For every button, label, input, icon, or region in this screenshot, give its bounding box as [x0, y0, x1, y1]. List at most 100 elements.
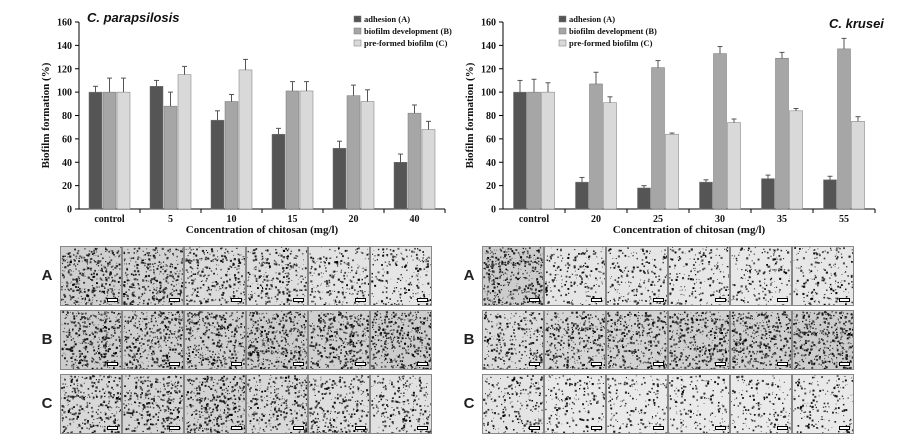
scale-bar — [169, 362, 180, 366]
micrograph-image — [730, 246, 792, 306]
micrograph-image — [184, 374, 246, 434]
y-tick-label: 160 — [57, 18, 72, 29]
legend-label: adhesion (A) — [364, 14, 410, 24]
scale-bar — [231, 298, 242, 302]
row-label: A — [41, 267, 53, 284]
scale-bar — [839, 362, 850, 366]
micrograph-image — [606, 246, 668, 306]
y-tick-label: 20 — [486, 181, 496, 192]
chart-svg-right: 0 20 40 60 80 100 120 140 160 control 20 25 30 35 55 Co… — [464, 14, 884, 236]
bar-biofilm — [837, 48, 851, 210]
y-tick-label: 60 — [62, 134, 72, 145]
scale-bar — [715, 426, 726, 430]
scale-bar — [591, 426, 602, 430]
bar-pre-formed — [299, 90, 314, 210]
chart-svg-left: 0 20 40 60 80 100 120 140 160 control 5 10 15 20 40 Con… — [40, 10, 452, 236]
bar-adhesion — [761, 178, 775, 210]
scale-bar — [231, 426, 242, 430]
micrograph-image — [370, 374, 432, 434]
y-tick-label: 40 — [62, 158, 72, 169]
scale-bar — [355, 426, 366, 430]
bar-adhesion — [575, 181, 589, 210]
micrograph-row-C: C — [464, 374, 854, 434]
x-tick-label: 30 — [715, 214, 725, 225]
x-tick-label: 10 — [227, 214, 237, 225]
micrograph-image — [544, 246, 606, 306]
x-tick-label: 5 — [168, 214, 173, 225]
micrograph-row-A: A — [464, 246, 854, 306]
micrograph-image — [308, 310, 370, 370]
y-tick-label: 0 — [491, 205, 496, 216]
micrograph-image — [60, 310, 122, 370]
scale-bar — [231, 362, 242, 366]
bar-biofilm — [346, 95, 361, 210]
bar-pre-formed — [603, 102, 617, 210]
micrograph-image — [308, 374, 370, 434]
micrograph-image — [184, 246, 246, 306]
legend-swatch — [558, 39, 567, 47]
micrograph-image — [122, 246, 184, 306]
scale-bar — [417, 362, 428, 366]
x-tick-label: control — [94, 214, 125, 225]
bar-adhesion — [637, 187, 651, 210]
bar-adhesion — [393, 162, 408, 210]
bar-pre-formed — [789, 110, 803, 210]
bar-biofilm — [163, 105, 178, 210]
micrograph-image — [122, 310, 184, 370]
micrograph-image — [482, 310, 544, 370]
x-axis-label: Concentration of chitosan (mg/l) — [613, 224, 766, 236]
legend-swatch — [558, 27, 567, 35]
micrograph-image — [246, 246, 308, 306]
scale-bar — [777, 426, 788, 430]
micrograph-image — [668, 246, 730, 306]
micrograph-image — [606, 310, 668, 370]
scale-bar — [715, 362, 726, 366]
legend-swatch — [353, 27, 362, 35]
micrograph-image — [730, 374, 792, 434]
bar-adhesion — [513, 91, 527, 210]
legend-swatch — [353, 39, 362, 47]
bar-biofilm — [651, 67, 665, 210]
bar-pre-formed — [665, 133, 679, 210]
chart-title: C. parapsilosis — [87, 10, 179, 25]
bar-adhesion — [210, 119, 225, 210]
scale-bar — [169, 298, 180, 302]
x-tick-label: 20 — [349, 214, 359, 225]
legend-label: adhesion (A) — [569, 14, 615, 24]
bar-pre-formed — [360, 101, 375, 210]
micrograph-image — [606, 374, 668, 434]
micrograph-row-C: C — [42, 374, 432, 434]
micrograph-image — [60, 374, 122, 434]
y-tick-label: 140 — [481, 41, 496, 52]
y-tick-label: 80 — [486, 111, 496, 122]
scale-bar — [591, 362, 602, 366]
micrograph-image — [246, 310, 308, 370]
scale-bar — [107, 362, 118, 366]
scale-bar — [653, 362, 664, 366]
scale-bar — [653, 426, 664, 430]
y-tick-label: 80 — [62, 111, 72, 122]
micrograph-image — [668, 310, 730, 370]
row-label: A — [463, 267, 475, 284]
bar-adhesion — [823, 179, 837, 210]
legend-swatch — [353, 15, 362, 23]
scale-bar — [777, 298, 788, 302]
micrograph-image — [792, 310, 854, 370]
x-tick-label: 35 — [777, 214, 787, 225]
scale-bar — [653, 298, 664, 302]
legend-label: biofilm development (B) — [569, 26, 657, 36]
micrograph-image — [668, 374, 730, 434]
micrograph-image — [792, 246, 854, 306]
micrograph-image — [184, 310, 246, 370]
scale-bar — [355, 362, 366, 366]
bar-biofilm — [285, 90, 300, 210]
bar-biofilm — [527, 91, 541, 210]
chart-c-krusei: 0 20 40 60 80 100 120 140 160 control 20 25 30 35 55 Co… — [464, 0, 895, 240]
row-label: C — [41, 395, 53, 412]
y-tick-label: 100 — [481, 88, 496, 99]
legend-label: pre-formed biofilm (C) — [364, 38, 448, 48]
micrograph-image — [370, 246, 432, 306]
scale-bar — [293, 298, 304, 302]
legend-label: biofilm development (B) — [364, 26, 452, 36]
y-tick-label: 140 — [57, 41, 72, 52]
